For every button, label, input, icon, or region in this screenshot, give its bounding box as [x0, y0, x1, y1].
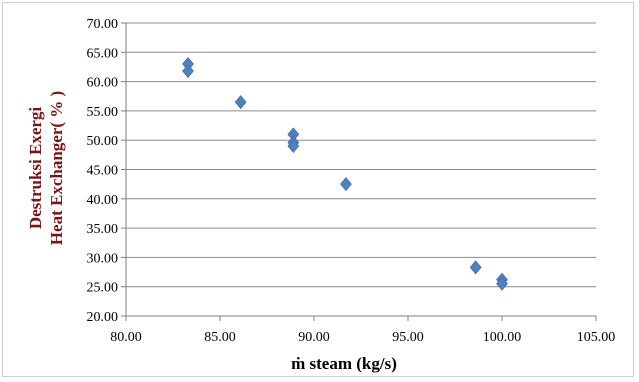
data-point-diamond — [496, 276, 508, 291]
data-point-diamond — [469, 260, 482, 275]
x-tick-label: 85.00 — [204, 330, 236, 345]
y-tick-label: 40.00 — [87, 193, 119, 208]
y-tick-label: 55.00 — [87, 105, 119, 120]
y-tick-label: 70.00 — [87, 17, 119, 32]
axes — [121, 22, 597, 321]
y-axis-title-line-2: Heat Exchanger( % ) — [47, 91, 66, 245]
x-tick-label: 80.00 — [110, 330, 142, 345]
y-tick-label: 30.00 — [87, 251, 119, 266]
x-tick-label: 100.00 — [483, 330, 522, 345]
x-tick-label: 90.00 — [298, 330, 330, 345]
y-tick-label: 20.00 — [87, 310, 119, 325]
data-points — [182, 57, 508, 291]
y-tick-label: 65.00 — [87, 46, 119, 61]
y-tick-label: 50.00 — [87, 134, 119, 149]
y-tick-label: 60.00 — [87, 76, 119, 91]
x-tick-label: 95.00 — [392, 330, 424, 345]
y-tick-labels: 20.00 25.00 30.00 35.00 40.00 45.00 50.00 55.00… — [87, 17, 119, 325]
data-point-diamond — [287, 139, 300, 154]
data-point-diamond — [182, 64, 194, 79]
x-tick-labels: 80.00 85.00 90.00 95.00 100.00 105.00 — [110, 330, 615, 345]
scatter-chart: 20.00 25.00 30.00 35.00 40.00 45.00 50.00 55.00… — [26, 17, 615, 373]
y-tick-label: 35.00 — [87, 222, 119, 237]
x-axis-title: ṁ steam (kg/s) — [291, 354, 397, 373]
data-point-diamond — [340, 177, 352, 192]
chart-frame: 20.00 25.00 30.00 35.00 40.00 45.00 50.00 55.00… — [2, 2, 634, 377]
data-point-diamond — [234, 95, 247, 110]
y-axis-title-line-1: Destruksi Exergi — [26, 107, 45, 230]
gridlines — [126, 22, 596, 317]
y-tick-label: 45.00 — [87, 164, 119, 179]
y-tick-label: 25.00 — [87, 281, 119, 296]
x-tick-label: 105.00 — [577, 330, 616, 345]
